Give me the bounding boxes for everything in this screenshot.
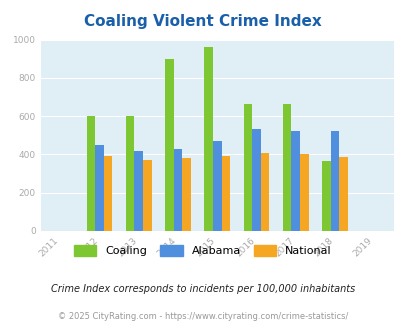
Bar xyxy=(104,156,112,231)
Bar xyxy=(321,161,330,231)
Bar xyxy=(212,141,221,231)
Bar xyxy=(291,130,299,231)
Bar xyxy=(299,154,308,231)
Bar xyxy=(182,158,190,231)
Bar xyxy=(164,59,173,231)
Bar xyxy=(204,47,212,231)
Bar xyxy=(173,149,182,231)
Bar xyxy=(221,156,230,231)
Text: © 2025 CityRating.com - https://www.cityrating.com/crime-statistics/: © 2025 CityRating.com - https://www.city… xyxy=(58,313,347,321)
Legend: Coaling, Alabama, National: Coaling, Alabama, National xyxy=(70,242,335,260)
Bar xyxy=(339,157,347,231)
Bar xyxy=(95,145,104,231)
Text: Coaling Violent Crime Index: Coaling Violent Crime Index xyxy=(84,14,321,29)
Bar xyxy=(126,116,134,231)
Bar xyxy=(134,150,143,231)
Bar xyxy=(86,116,95,231)
Text: Crime Index corresponds to incidents per 100,000 inhabitants: Crime Index corresponds to incidents per… xyxy=(51,284,354,294)
Bar xyxy=(282,104,291,231)
Bar xyxy=(260,153,269,231)
Bar xyxy=(143,160,151,231)
Bar xyxy=(252,129,260,231)
Bar xyxy=(243,104,252,231)
Bar xyxy=(330,130,339,231)
